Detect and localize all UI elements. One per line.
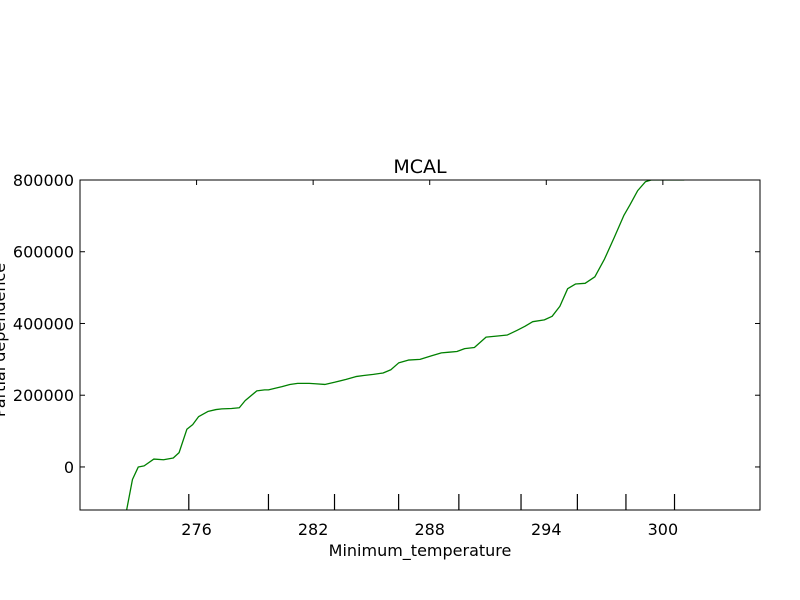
y-tick-label: 800000 (13, 171, 74, 190)
x-tick-label: 276 (181, 520, 212, 539)
y-tick-label: 200000 (13, 386, 74, 405)
y-tick-label: 400000 (13, 314, 74, 333)
x-tick-label: 300 (648, 520, 679, 539)
x-axis-label: Minimum_temperature (329, 541, 512, 561)
chart-title: MCAL (393, 156, 447, 178)
x-tick-label: 294 (531, 520, 562, 539)
x-tick-label: 282 (298, 520, 329, 539)
y-tick-label: 0 (64, 458, 74, 477)
x-tick-label: 288 (414, 520, 445, 539)
y-axis-label: Partial dependence (0, 263, 9, 417)
y-tick-label: 600000 (13, 243, 74, 262)
